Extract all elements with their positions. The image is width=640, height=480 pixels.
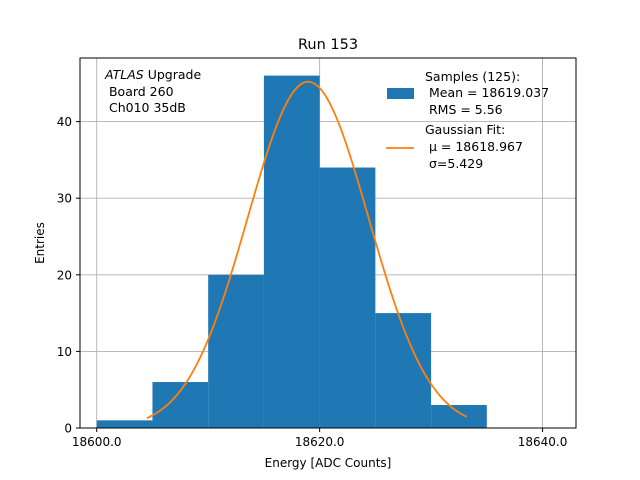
atlas-annotation: ATLAS Upgrade Board 260 Ch010 35dB bbox=[104, 67, 201, 115]
histogram-bar-2 bbox=[208, 274, 264, 428]
annotation-board: Board 260 bbox=[105, 84, 174, 99]
y-tick-label-0: 0 bbox=[64, 422, 72, 436]
histogram-bar-4 bbox=[319, 167, 376, 429]
x-tick-label-1: 18620.0 bbox=[295, 435, 345, 449]
legend-samples-label: Samples (125): bbox=[425, 69, 520, 84]
legend: Samples (125): Mean = 18619.037 RMS = 5.… bbox=[386, 69, 549, 171]
x-axis-ticks: 18600.0 18620.0 18640.0 bbox=[72, 428, 567, 449]
y-axis-label: Entries bbox=[33, 222, 47, 264]
histogram-bar-1 bbox=[152, 382, 209, 428]
x-tick-label-0: 18600.0 bbox=[72, 435, 122, 449]
x-tick-label-2: 18640.0 bbox=[518, 435, 568, 449]
legend-fit-mu: μ = 18618.967 bbox=[425, 139, 523, 154]
histogram-bar-3 bbox=[263, 75, 320, 428]
y-tick-label-4: 40 bbox=[57, 115, 72, 129]
chart-title: Run 153 bbox=[298, 37, 358, 53]
legend-histogram-swatch bbox=[387, 88, 414, 99]
gaussian-fit-curve bbox=[146, 80, 468, 419]
legend-fit-label: Gaussian Fit: bbox=[425, 122, 505, 137]
histogram-bar-6 bbox=[431, 405, 487, 428]
legend-samples-mean: Mean = 18619.037 bbox=[425, 85, 549, 100]
y-tick-label-1: 10 bbox=[57, 345, 72, 359]
annotation-channel: Ch010 35dB bbox=[105, 100, 186, 115]
y-tick-label-3: 30 bbox=[57, 192, 72, 206]
annotation-upgrade: Upgrade bbox=[144, 67, 202, 82]
legend-fit-sigma: σ=5.429 bbox=[425, 156, 483, 171]
svg-text:ATLAS Upgrade: ATLAS Upgrade bbox=[104, 67, 201, 82]
annotation-atlas: ATLAS bbox=[104, 67, 144, 82]
plot-frame bbox=[79, 57, 577, 429]
x-axis-label: Energy [ADC Counts] bbox=[265, 456, 392, 470]
y-tick-label-2: 20 bbox=[57, 268, 72, 282]
histogram-bar-0 bbox=[96, 420, 153, 428]
y-axis-ticks: 0 10 20 30 40 bbox=[57, 115, 80, 436]
legend-samples-rms: RMS = 5.56 bbox=[425, 102, 503, 117]
